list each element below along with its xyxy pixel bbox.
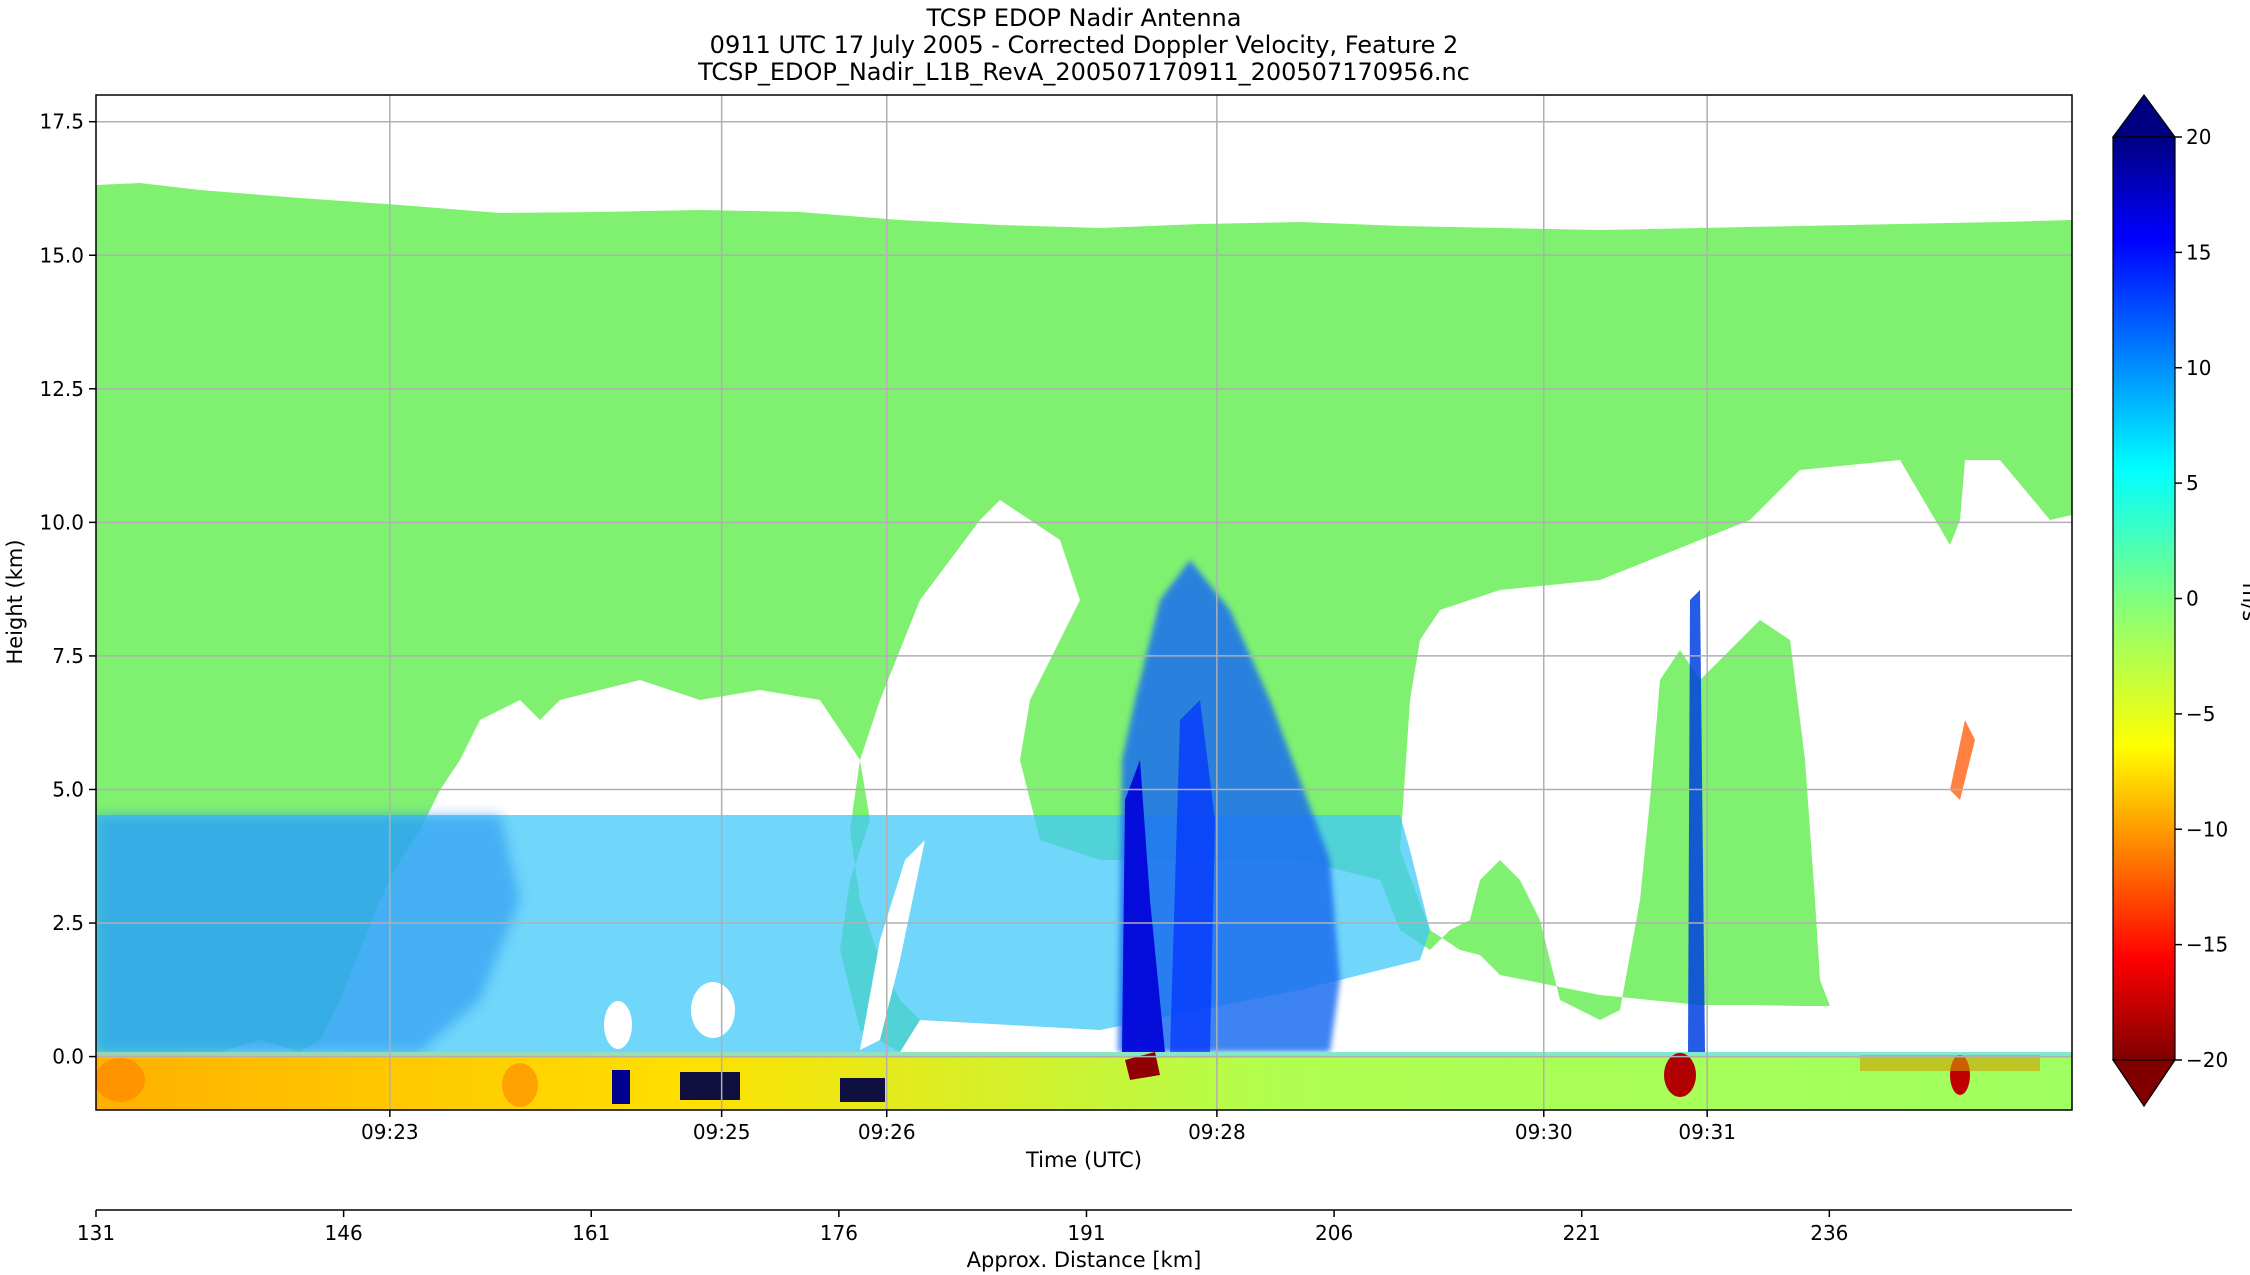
y-axis: 0.0 2.5 5.0 7.5 10.0 12.5 15.0 17.5 [39,110,96,1069]
surface-returns [96,1052,2072,1110]
time-tick-label: 09:28 [1188,1120,1246,1144]
chart-title-line-2: 0911 UTC 17 July 2005 - Corrected Dopple… [710,31,1459,59]
plot-frame [95,94,2073,1111]
chart-title-line-1: TCSP EDOP Nadir Antenna [926,4,1242,32]
colorbar-extend-bottom [2111,1059,2177,1108]
distance-tick-label: 146 [325,1221,363,1245]
time-tick-label: 09:26 [858,1120,916,1144]
y-axis-label: Height (km) [3,539,27,664]
distance-tick-label: 176 [820,1221,858,1245]
colorbar-tick-label: 20 [2186,125,2211,149]
colorbar-label: m/s [2238,583,2250,621]
colorbar-tick-label: −20 [2186,1048,2228,1072]
time-tick-label: 09:25 [693,1120,751,1144]
colorbar-tick-label: 10 [2186,356,2211,380]
y-tick-label: 15.0 [39,243,84,267]
y-tick-label: 0.0 [52,1045,84,1069]
y-tick-label: 12.5 [39,377,84,401]
distance-tick-label: 161 [572,1221,610,1245]
colorbar-tick-label: −10 [2186,817,2228,841]
time-axis: 09:23 09:25 09:26 09:28 09:30 09:31 [361,1110,1736,1144]
colorbar: 20 15 10 5 0 −5 −10 −15 −20 m/s [2111,93,2250,1108]
y-tick-label: 10.0 [39,510,84,534]
anvil-region [96,183,2072,1052]
distance-axis-label: Approx. Distance [km] [967,1248,1202,1272]
time-tick-label: 09:30 [1515,1120,1573,1144]
colorbar-tick-label: 0 [2186,587,2199,611]
chart-title-line-3: TCSP_EDOP_Nadir_L1B_RevA_200507170911_20… [697,58,1470,86]
distance-axis: 131 146 161 176 191 206 221 236 [77,1210,1848,1245]
y-tick-label: 2.5 [52,911,84,935]
time-tick-label: 09:31 [1678,1120,1736,1144]
heatmap-image [96,95,2072,1110]
distance-tick-label: 191 [1067,1221,1105,1245]
colorbar-tick-label: 5 [2186,471,2199,495]
colorbar-extend-top [2111,93,2177,138]
grid [96,95,2072,1110]
distance-tick-label: 131 [77,1221,115,1245]
distance-tick-label: 221 [1563,1221,1601,1245]
y-tick-label: 7.5 [52,644,84,668]
surface-hotspots [96,1052,2040,1107]
distance-tick-label: 206 [1315,1221,1353,1245]
colorbar-tick-label: −15 [2186,933,2228,957]
y-tick-label: 5.0 [52,777,84,801]
y-tick-label: 17.5 [39,110,84,134]
colorbar-tick-label: 15 [2186,240,2211,264]
convective-updraft-core [1118,560,1340,1052]
time-tick-label: 09:23 [361,1120,419,1144]
distance-tick-label: 236 [1810,1221,1848,1245]
x-axis-label: Time (UTC) [1025,1148,1142,1172]
colorbar-body [2112,136,2176,1061]
colorbar-tick-label: −5 [2186,702,2215,726]
